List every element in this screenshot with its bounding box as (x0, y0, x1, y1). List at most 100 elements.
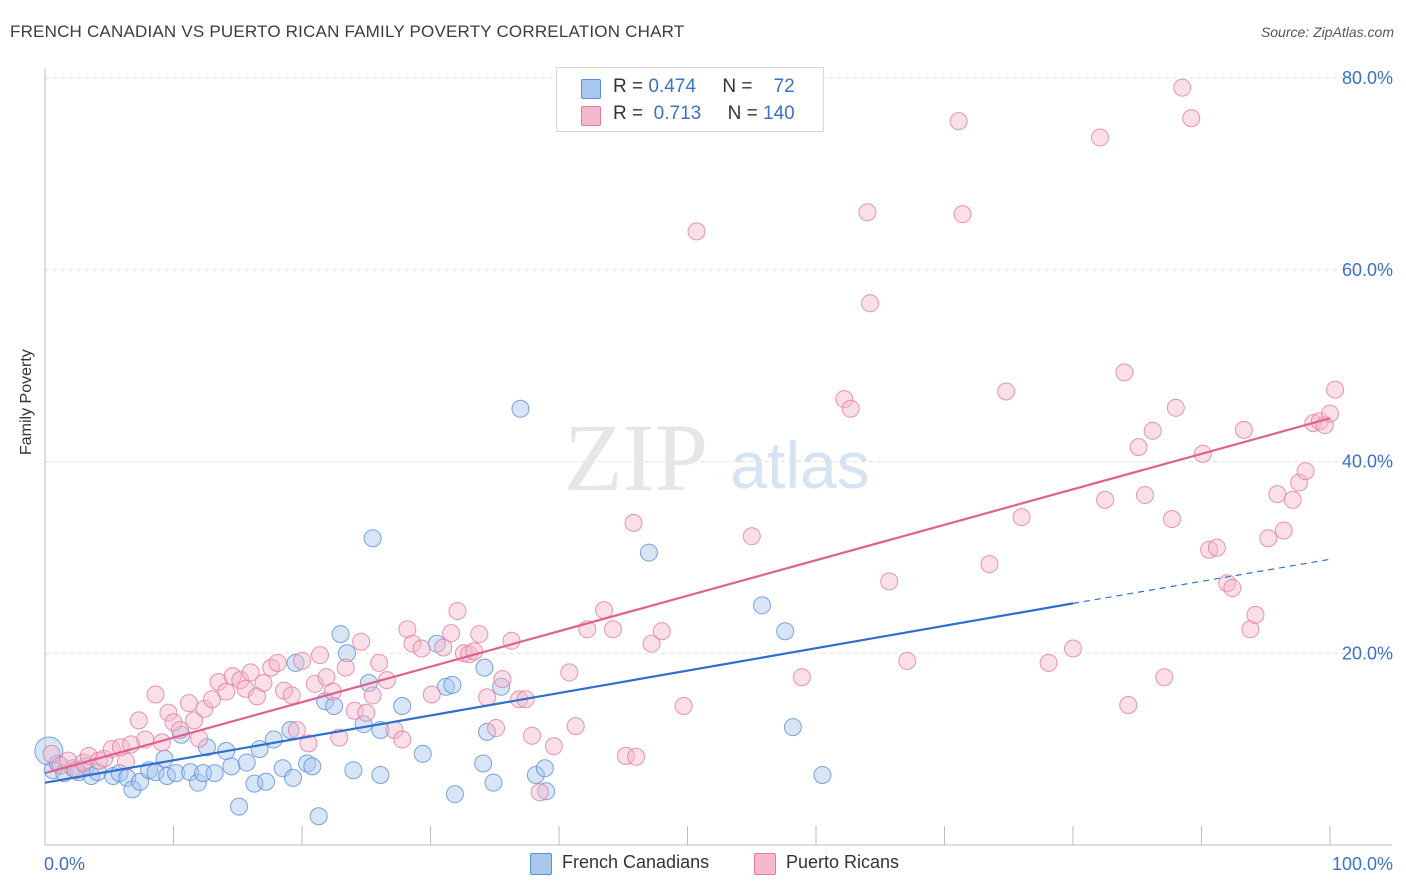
point-puerto-ricans-119 (1246, 605, 1265, 624)
point-puerto-ricans-91 (880, 572, 899, 591)
point-french-canadians-44 (344, 761, 363, 780)
point-puerto-ricans-110 (1173, 78, 1192, 97)
point-puerto-ricans-101 (1096, 490, 1115, 509)
point-puerto-ricans-106 (1143, 421, 1162, 440)
point-puerto-ricans-55 (412, 639, 431, 658)
point-puerto-ricans-92 (898, 651, 917, 670)
point-puerto-ricans-102 (1115, 363, 1134, 382)
point-puerto-ricans-40 (310, 646, 329, 665)
y-axis-label: Family Poverty (18, 349, 35, 455)
point-french-canadians-61 (511, 399, 530, 418)
point-puerto-ricans-39 (305, 674, 324, 693)
point-puerto-ricans-104 (1129, 438, 1148, 457)
point-puerto-ricans-105 (1135, 486, 1154, 505)
point-french-canadians-69 (813, 766, 832, 785)
point-puerto-ricans-99 (1064, 639, 1082, 658)
bottom-legend-label-french-canadians: French Canadians (562, 852, 710, 872)
point-french-canadians-50 (393, 696, 412, 715)
point-french-canadians-24 (205, 764, 224, 783)
point-puerto-ricans-64 (478, 688, 497, 707)
point-french-canadians-20 (181, 763, 200, 782)
point-french-canadians-36 (286, 653, 305, 672)
point-french-canadians-28 (237, 753, 256, 772)
trendline-french-canadians (44, 602, 1074, 784)
point-puerto-ricans-98 (1039, 653, 1058, 672)
point-puerto-ricans-96 (997, 382, 1016, 401)
point-puerto-ricans-20 (185, 711, 204, 730)
legend-swatch-puerto-ricans (581, 106, 601, 126)
correlation-legend: R = 0.474 N = 72 R = 0.713 N = 140 (556, 67, 824, 132)
point-puerto-ricans-72 (544, 737, 563, 756)
point-puerto-ricans-47 (357, 703, 376, 722)
point-puerto-ricans-125 (1296, 462, 1315, 481)
point-puerto-ricans-27 (231, 671, 250, 690)
point-puerto-ricans-23 (203, 690, 222, 709)
point-puerto-ricans-90 (860, 294, 879, 313)
point-puerto-ricans-86 (792, 668, 811, 687)
point-puerto-ricans-10 (116, 752, 135, 771)
legend-r-value-puerto-ricans: 0.713 (653, 103, 702, 124)
point-puerto-ricans-16 (159, 703, 178, 722)
point-french-canadians-42 (331, 625, 350, 644)
point-french-canadians-32 (264, 730, 283, 749)
point-puerto-ricans-38 (299, 734, 318, 753)
point-puerto-ricans-94 (953, 205, 972, 224)
point-puerto-ricans-66 (493, 670, 512, 689)
point-french-canadians-31 (257, 772, 276, 791)
point-puerto-ricans-29 (241, 663, 260, 682)
point-puerto-ricans-12 (129, 711, 148, 730)
point-puerto-ricans-88 (841, 399, 860, 418)
point-puerto-ricans-111 (1182, 109, 1201, 128)
point-puerto-ricans-59 (448, 602, 467, 621)
legend-r-label: R = (613, 76, 644, 97)
point-french-canadians-59 (484, 773, 503, 792)
point-french-canadians-38 (303, 757, 322, 776)
bottom-legend-label-puerto-ricans: Puerto Ricans (786, 852, 900, 872)
point-puerto-ricans-95 (980, 555, 999, 574)
bottom-legend-swatch-puerto-ricans (754, 853, 776, 875)
point-puerto-ricans-31 (254, 673, 273, 692)
point-puerto-ricans-78 (616, 746, 635, 765)
point-puerto-ricans-116 (1223, 579, 1242, 598)
point-puerto-ricans-63 (470, 625, 489, 644)
point-puerto-ricans-22 (195, 699, 214, 718)
point-french-canadians-47 (363, 529, 382, 548)
point-french-canadians-12 (123, 780, 142, 799)
point-puerto-ricans-73 (560, 663, 579, 682)
point-french-canadians-63 (535, 759, 554, 778)
point-puerto-ricans-82 (652, 622, 671, 641)
point-puerto-ricans-107 (1155, 668, 1174, 687)
point-french-canadians-51 (413, 744, 432, 763)
point-puerto-ricans-80 (627, 747, 646, 766)
point-french-canadians-62 (526, 766, 545, 785)
point-puerto-ricans-14 (146, 685, 165, 704)
legend-r-label: R = (613, 103, 644, 124)
point-puerto-ricans-122 (1274, 521, 1293, 540)
point-french-canadians-58 (478, 722, 497, 741)
point-french-canadians-37 (298, 754, 317, 773)
point-puerto-ricans-77 (603, 620, 622, 639)
point-puerto-ricans-100 (1090, 128, 1109, 147)
point-puerto-ricans-108 (1162, 510, 1181, 529)
watermark-atlas: atlas (730, 428, 869, 502)
trendline-extension-french-canadians (1072, 558, 1331, 604)
point-french-canadians-39 (309, 807, 328, 826)
y-tick-label-40: 40.0% (1342, 452, 1393, 472)
chart-title: FRENCH CANADIAN VS PUERTO RICAN FAMILY P… (10, 22, 685, 41)
legend-n-label: N = (727, 103, 758, 124)
bottom-legend-swatch-french-canadians (530, 853, 552, 875)
point-puerto-ricans-89 (858, 203, 877, 222)
y-tick-label-60: 60.0% (1342, 260, 1393, 280)
point-puerto-ricans-109 (1166, 398, 1185, 417)
point-french-canadians-16 (155, 749, 174, 768)
point-french-canadians-27 (230, 797, 249, 816)
point-puerto-ricans-37 (293, 651, 311, 670)
y-tick-label-80: 80.0% (1342, 68, 1393, 88)
point-puerto-ricans-25 (217, 682, 236, 701)
point-puerto-ricans-52 (393, 730, 412, 749)
point-puerto-ricans-44 (336, 658, 355, 677)
point-puerto-ricans-85 (742, 527, 761, 546)
point-french-canadians-29 (245, 774, 264, 793)
point-puerto-ricans-129 (1321, 404, 1339, 423)
